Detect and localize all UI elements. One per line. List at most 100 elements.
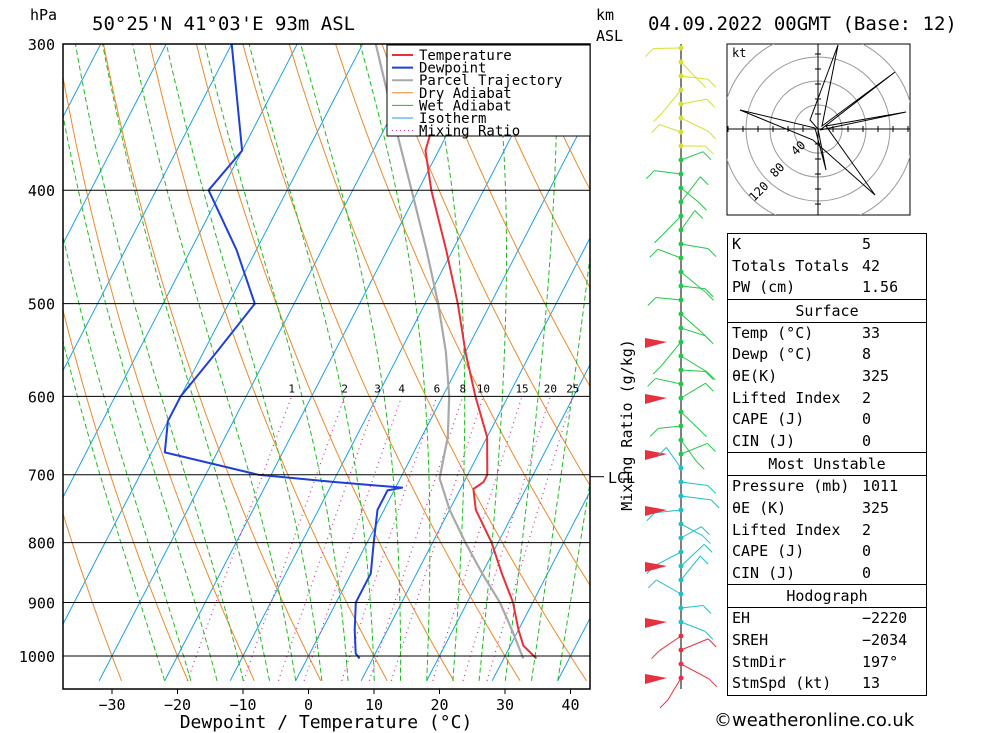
- wind-barb-pennant: [645, 618, 667, 628]
- wind-barb-feather: [707, 443, 716, 452]
- dewpoint-line: [163, 44, 404, 660]
- index-value: 8: [862, 345, 872, 364]
- index-value: 197°: [862, 652, 899, 671]
- wind-barb-pennant: [645, 338, 667, 348]
- isotherm-line: [63, 44, 167, 245]
- most-unstable-title: Most Unstable: [728, 453, 926, 477]
- wet-adiabat-line: [63, 112, 218, 681]
- pressure-unit-label: hPa: [30, 6, 57, 24]
- pressure-tick-label: 1000: [19, 648, 55, 666]
- wind-barb: [680, 313, 704, 335]
- isotherm-line: [63, 44, 364, 626]
- general-indices: K 5 Totals Totals 42 PW (cm) 1.56: [727, 233, 927, 300]
- mixing-ratio-label: 15: [515, 382, 528, 395]
- wind-barbs-column: [645, 44, 720, 709]
- dry-adiabat-line: [63, 74, 255, 682]
- mixing-ratio-label: 10: [477, 382, 490, 395]
- index-value: 0: [862, 563, 872, 582]
- temperature-tick-label: 10: [365, 696, 383, 714]
- wind-barb: [667, 677, 682, 701]
- wind-barb: [680, 411, 699, 430]
- legend-entry: Parcel Trajectory: [419, 73, 562, 89]
- index-value: 325: [862, 366, 890, 385]
- wind-barb-feather: [645, 48, 654, 57]
- index-label: CIN (J): [732, 431, 796, 450]
- index-value: 0: [862, 431, 872, 450]
- wind-barb-pennant: [645, 450, 667, 460]
- wind-barb-feather: [649, 428, 659, 437]
- temperature-tick-label: −20: [164, 696, 191, 714]
- wind-barb: [680, 638, 709, 651]
- mixing-ratio-label: 1: [288, 382, 295, 395]
- legend-entry: Temperature: [419, 48, 512, 64]
- wind-barb: [680, 285, 706, 290]
- legend-entry: Wet Adiabat: [419, 98, 512, 114]
- wind-barb: [680, 210, 696, 231]
- diagram-labels: 1 2 3 4 6 8 10 15 20 253004005006007008009001000−…: [19, 6, 957, 733]
- wind-barb-feather: [704, 335, 714, 345]
- mixing-ratio-line: [186, 396, 293, 682]
- index-label: PW (cm): [732, 278, 796, 297]
- mixing-ratio-label: 2: [341, 382, 348, 395]
- wind-barb: [657, 248, 682, 259]
- hodograph-trace: [739, 44, 907, 196]
- diagram-axes: [62, 43, 604, 694]
- index-label: θE(K): [732, 366, 778, 385]
- wet-adiabat-line: [425, 44, 466, 681]
- wind-barb-feather: [659, 699, 669, 709]
- index-row: StmDir 197°: [728, 652, 926, 674]
- index-value: 2: [862, 388, 872, 407]
- isotherm-line: [0, 27, 44, 681]
- index-value: 0: [862, 542, 872, 561]
- wind-barb-feather: [658, 447, 667, 456]
- temperature-tick-label: 30: [496, 696, 514, 714]
- wind-barb: [680, 663, 710, 680]
- pressure-tick-label: 900: [28, 594, 55, 612]
- wind-barb-feather: [694, 210, 704, 219]
- temperature-tick-label: 0: [304, 696, 313, 714]
- index-label: Temp (°C): [732, 323, 814, 342]
- index-label: θE (K): [732, 498, 787, 517]
- dry-adiabat-line: [474, 44, 590, 289]
- wind-barb-pennant: [645, 506, 667, 516]
- wind-barb-feather: [702, 151, 712, 161]
- index-label: Totals Totals: [732, 256, 850, 275]
- wind-barb-feather: [647, 297, 657, 306]
- credit-text[interactable]: ©weatheronline.co.uk: [714, 710, 915, 731]
- most-unstable-indices: Most Unstable Pressure (mb) 1011 θE (K) 325 L…: [727, 453, 927, 586]
- wind-barb-feather: [707, 78, 717, 88]
- wet-adiabat-line: [204, 44, 349, 681]
- wind-barb-feather: [710, 499, 720, 509]
- hodograph-indices: Hodograph EH −2220 SREH −2034 StmDir 197° StmSp…: [727, 585, 927, 696]
- pressure-tick-label: 300: [28, 36, 55, 54]
- isotherm-line: [98, 44, 429, 682]
- wind-barb-feather: [707, 248, 717, 257]
- wind-barb-feather: [699, 176, 709, 186]
- legend-entry: Isotherm: [419, 111, 486, 127]
- index-row: Dewp (°C) 8: [728, 344, 926, 366]
- wind-barb-feather: [701, 526, 710, 535]
- wind-barb-feather: [653, 113, 662, 123]
- wet-adiabat-line: [478, 44, 507, 681]
- wind-barb-feather: [704, 630, 714, 640]
- dry-adiabat-line: [63, 511, 123, 681]
- dry-adiabat-line: [195, 44, 455, 682]
- parcel-trajectory-line: [374, 44, 525, 659]
- lcl-label: LCL: [608, 469, 635, 487]
- run-time-label: 04.09.2022 00GMT (Base: 12): [648, 13, 957, 35]
- index-row: θE (K) 325: [728, 498, 926, 520]
- mixing-ratio-line: [243, 396, 346, 681]
- mixing-ratio-label: 3: [374, 382, 381, 395]
- isotherm-line: [295, 110, 590, 682]
- wind-barb: [680, 151, 704, 161]
- index-row: Pressure (mb) 1011: [728, 476, 926, 498]
- wind-barb: [660, 341, 682, 367]
- mixing-ratio-label: 6: [434, 382, 441, 395]
- index-row: CAPE (J) 0: [728, 409, 926, 431]
- index-value: 0: [862, 410, 872, 429]
- mixing-ratio-label: 4: [398, 382, 405, 395]
- wind-barb: [680, 75, 708, 80]
- mixing-ratio-label: 20: [544, 382, 557, 395]
- wind-barb-feather: [698, 201, 707, 211]
